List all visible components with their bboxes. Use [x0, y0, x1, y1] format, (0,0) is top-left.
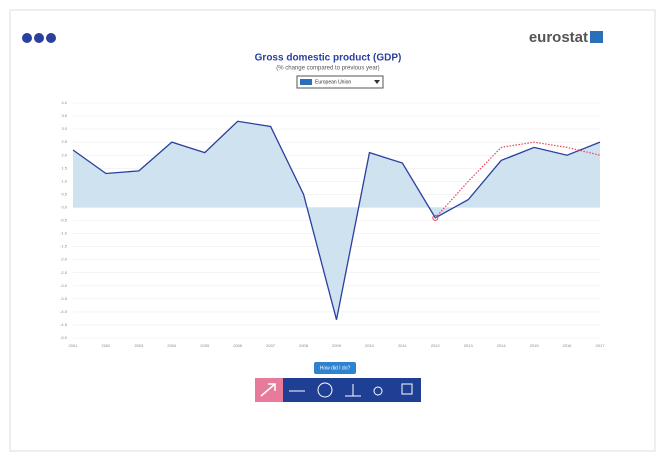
x-tick-label: 2016 [563, 343, 573, 348]
x-tick-label: 2007 [266, 343, 276, 348]
x-tick-label: 2001 [69, 343, 79, 348]
x-tick-label: 2014 [497, 343, 507, 348]
y-tick-label: -0.5 [60, 218, 68, 223]
x-tick-label: 2011 [398, 343, 407, 348]
x-tick-label: 2006 [233, 343, 243, 348]
x-tick-label: 2002 [101, 343, 111, 348]
line [434, 141, 601, 219]
x-tick-label: 2017 [596, 343, 606, 348]
y-tick-label: 4.0 [61, 100, 67, 105]
y-tick-label: 2.0 [61, 152, 67, 157]
x-tick-label: 2010 [365, 343, 375, 348]
area [73, 121, 600, 320]
y-tick-label: -1.5 [60, 244, 68, 249]
point [432, 214, 439, 221]
x-tick-label: 2005 [200, 343, 210, 348]
x-tick-label: 2008 [299, 343, 309, 348]
share-icons[interactable] [22, 33, 56, 43]
line [72, 120, 601, 320]
y-tick-label: -3.0 [60, 283, 68, 288]
y-tick-label: 1.5 [61, 165, 67, 170]
x-tick-label: 2013 [464, 343, 474, 348]
logo: eurostat [529, 29, 588, 46]
y-tick-label: -2.0 [60, 257, 68, 262]
x-tick-label: 2009 [332, 343, 342, 348]
chart-subtitle: (% change compared to previous year) [276, 66, 379, 72]
chart-title: Gross domestic product (GDP) [255, 53, 402, 64]
y-tick-label: -5.0 [60, 335, 68, 340]
y-tick-label: -4.5 [60, 322, 68, 327]
y-tick-label: -3.5 [60, 296, 68, 301]
x-tick-label: 2003 [134, 343, 144, 348]
y-tick-label: 1.0 [61, 178, 67, 183]
x-tick-label: 2015 [530, 343, 540, 348]
flag [300, 79, 312, 85]
toolbar[interactable] [255, 378, 421, 402]
dropdown-text: European Union [315, 79, 351, 85]
logo-flag [590, 31, 603, 43]
dropdown[interactable] [296, 75, 384, 89]
y-tick-label: 3.0 [61, 126, 67, 131]
y-tick-label: 0.5 [61, 191, 67, 196]
y-tick-label: -1.0 [60, 231, 68, 236]
y-tick-label: -4.0 [60, 309, 68, 314]
y-tick-label: -2.5 [60, 270, 68, 275]
dropdown-arrow [374, 80, 380, 84]
button-text: How did I do? [320, 365, 351, 371]
y-tick-label: 2.5 [61, 139, 67, 144]
x-tick-label: 2012 [431, 343, 441, 348]
y-tick-label: 3.5 [61, 113, 67, 118]
x-tick-label: 2004 [167, 343, 177, 348]
check-button[interactable] [314, 362, 356, 374]
y-tick-label: 0.0 [61, 205, 67, 210]
